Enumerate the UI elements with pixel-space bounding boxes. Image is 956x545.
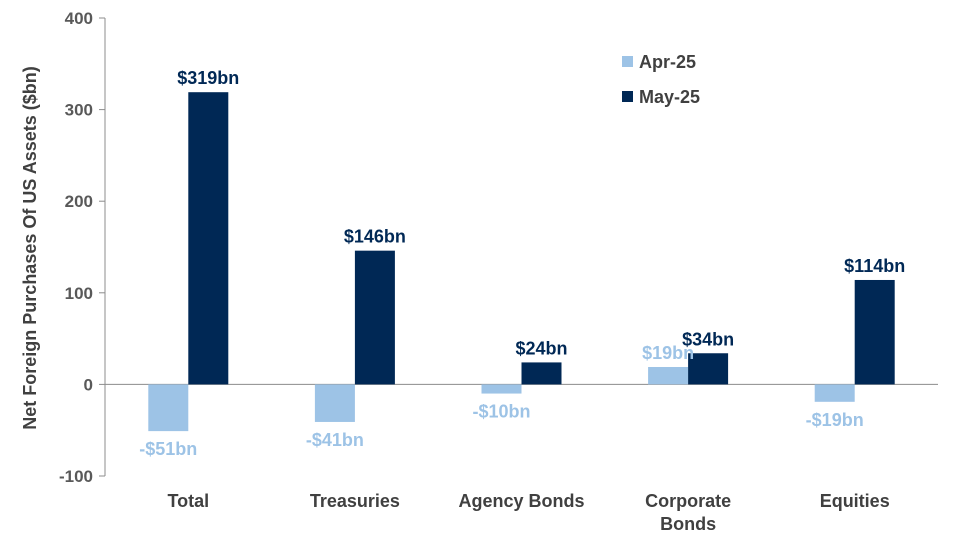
y-tick-label: 300 (65, 101, 93, 120)
legend-label: Apr-25 (639, 52, 696, 72)
category-label: Total (167, 491, 209, 511)
data-label: $24bn (515, 338, 567, 358)
bar-may-25-1 (354, 250, 395, 385)
data-label: $19bn (642, 343, 694, 363)
category-label: Agency Bonds (458, 491, 584, 511)
y-axis-label: Net Foreign Purchases Of US Assets ($bn) (20, 66, 40, 429)
data-label: $34bn (682, 329, 734, 349)
legend: Apr-25 May-25 (622, 52, 700, 107)
data-label: -$10bn (472, 402, 530, 422)
axes: -100 0 100 200 300 400 (59, 9, 938, 486)
bar-apr-25-4 (814, 384, 855, 402)
data-label: -$51bn (139, 439, 197, 459)
y-tick-label: 200 (65, 192, 93, 211)
y-tick-label: 0 (84, 375, 93, 394)
data-label: $319bn (177, 68, 239, 88)
bar-apr-25-3 (648, 366, 689, 385)
data-label: $114bn (844, 256, 905, 276)
y-tick-label: 400 (65, 9, 93, 28)
data-labels: -$51bn $319bn -$41bn $146bn -$10bn $24bn $19bn… (139, 68, 905, 459)
data-label: $146bn (344, 227, 406, 247)
bars (148, 92, 895, 432)
y-tick-label: -100 (59, 467, 93, 486)
category-label: Treasuries (310, 491, 400, 511)
bar-apr-25-1 (314, 384, 355, 422)
bar-may-25-2 (521, 362, 562, 385)
bar-may-25-3 (688, 353, 729, 385)
category-labels: Total Treasuries Agency Bonds Corporate Bond… (167, 491, 889, 534)
data-label: -$41bn (306, 430, 364, 450)
legend-swatch (622, 91, 633, 102)
y-tick-label: 100 (65, 284, 93, 303)
category-label: Corporate Bonds (645, 491, 731, 534)
legend-label: May-25 (639, 87, 700, 107)
bar-apr-25-2 (481, 384, 522, 394)
data-label: -$19bn (806, 410, 864, 430)
legend-swatch (622, 56, 633, 67)
bar-may-25-4 (854, 279, 895, 385)
bar-apr-25-0 (148, 384, 189, 432)
bar-may-25-0 (188, 92, 229, 385)
category-label: Equities (820, 491, 890, 511)
